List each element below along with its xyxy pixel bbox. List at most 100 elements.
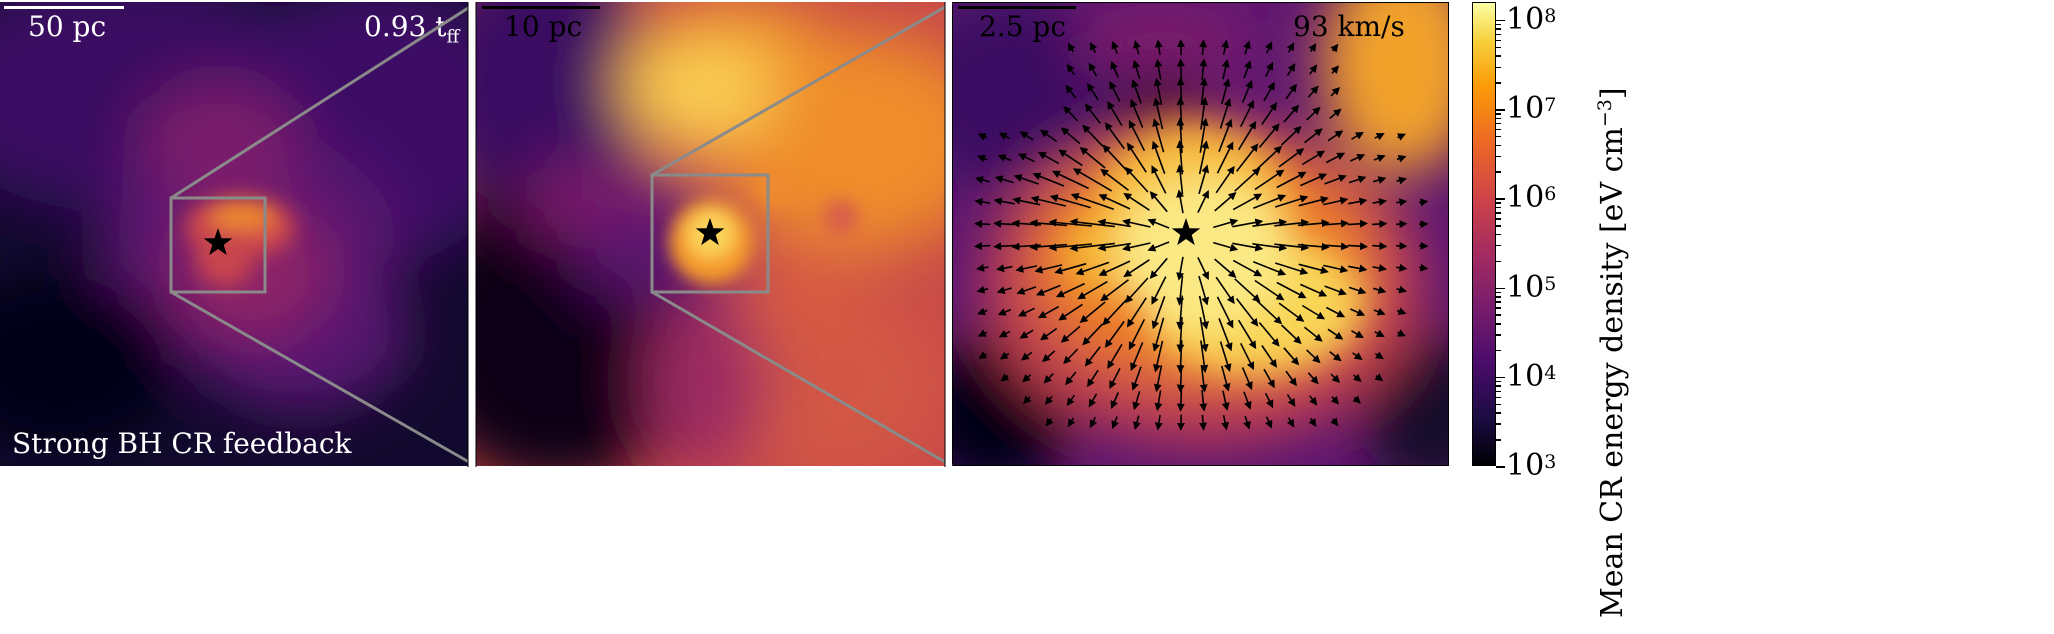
colorbar-tick-label: 108 <box>1506 1 1557 37</box>
colorbar-minor-tick <box>1496 155 1501 158</box>
velocity-arrow <box>1058 149 1083 167</box>
velocity-arrow <box>1330 65 1340 75</box>
velocity-arrow <box>974 219 991 228</box>
velocity-arrow <box>1176 389 1185 412</box>
velocity-arrow <box>1373 154 1386 163</box>
velocity-arrow <box>1263 81 1275 102</box>
velocity-arrow <box>1323 264 1349 274</box>
velocity-arrow <box>1152 118 1165 153</box>
velocity-arrow <box>1241 79 1253 103</box>
velocity-arrow <box>1107 343 1123 369</box>
velocity-arrow <box>1199 364 1208 393</box>
velocity-arrow <box>1330 417 1339 427</box>
colorbar-minor-tick <box>1496 206 1501 209</box>
velocity-arrow <box>1264 61 1274 78</box>
velocity-arrow <box>1122 242 1151 252</box>
velocity-arrow <box>1017 153 1035 163</box>
colorbar <box>1472 2 1496 466</box>
velocity-arrow <box>1234 278 1261 303</box>
velocity-arrow <box>1258 321 1280 347</box>
velocity-field <box>974 39 1429 431</box>
velocity-arrow <box>1214 192 1237 212</box>
velocity-arrow <box>1013 174 1039 185</box>
velocity-arrow <box>1067 42 1076 53</box>
velocity-arrow <box>1297 242 1330 251</box>
velocity-arrow <box>1221 365 1231 392</box>
velocity-arrow <box>1301 304 1326 320</box>
velocity-arrow <box>1243 391 1252 410</box>
velocity-arrow <box>1058 303 1083 321</box>
velocity-arrow <box>1286 394 1296 407</box>
star-marker-icon <box>695 218 725 246</box>
scale-label-1: 50 pc <box>28 10 107 43</box>
velocity-arrow <box>1235 298 1259 327</box>
velocity-arrow <box>1298 263 1329 274</box>
velocity-arrow <box>1016 286 1037 295</box>
velocity-arrow <box>1419 263 1429 272</box>
velocity-arrow <box>1087 82 1099 101</box>
velocity-arrow <box>1347 219 1368 228</box>
velocity-arrow <box>1216 296 1234 329</box>
velocity-arrow <box>1039 129 1058 143</box>
velocity-arrow <box>1132 59 1141 79</box>
velocity-arrow <box>1218 318 1233 352</box>
velocity-arrow <box>1044 395 1054 406</box>
velocity-arrow <box>996 286 1012 295</box>
colorbar-minor-tick <box>1496 202 1501 204</box>
velocity-arrow <box>1176 364 1185 393</box>
velocity-arrow <box>1176 256 1185 281</box>
colorbar-minor-tick <box>1496 396 1501 399</box>
velocity-arrow <box>1154 58 1163 80</box>
velocity-arrow <box>1348 175 1367 184</box>
colorbar-minor-tick <box>1496 380 1501 383</box>
velocity-arrow <box>1199 39 1208 56</box>
velocity-arrow <box>1252 218 1288 227</box>
colorbar-minor-tick <box>1496 423 1501 425</box>
velocity-arrow <box>997 308 1012 316</box>
colorbar-minor-tick <box>1496 33 1501 36</box>
velocity-arrow <box>1214 258 1237 278</box>
velocity-arrow <box>1199 389 1208 412</box>
velocity-arrow <box>1087 369 1099 388</box>
velocity-arrow <box>1213 241 1239 252</box>
velocity-arrow <box>1066 63 1076 76</box>
velocity-arrow <box>977 307 988 316</box>
velocity-arrow <box>1397 133 1406 141</box>
velocity-arrow <box>1104 122 1125 150</box>
velocity-arrow <box>974 176 990 184</box>
panel-large-scale: 50 pc 0.93 tff Strong BH CR feedback <box>0 2 468 466</box>
velocity-arrow <box>1032 172 1065 187</box>
velocity-arrow <box>1054 262 1087 275</box>
velocity-arrow <box>1309 64 1318 75</box>
velocity-arrow <box>1278 148 1305 168</box>
velocity-arrow <box>1325 306 1346 318</box>
velocity-arrow <box>1128 318 1146 351</box>
velocity-arrow <box>994 175 1014 184</box>
velocity-arrow <box>1221 59 1230 80</box>
velocity-arrow <box>1396 307 1407 316</box>
velocity-arrow <box>1304 326 1323 342</box>
velocity-arrow <box>1131 366 1142 391</box>
velocity-arrow <box>978 351 988 359</box>
velocity-arrow <box>1258 123 1280 149</box>
colorbar-minor-tick <box>1496 233 1501 236</box>
velocity-arrow <box>1147 241 1170 252</box>
velocity-arrow <box>1079 146 1106 169</box>
velocity-arrow <box>1198 140 1209 175</box>
velocity-arrow <box>1274 243 1310 252</box>
velocity-arrow <box>1123 259 1150 278</box>
velocity-arrow <box>1324 174 1347 185</box>
velocity-arrow <box>1351 330 1364 339</box>
velocity-arrow <box>1036 284 1061 296</box>
velocity-arrow <box>1352 352 1363 361</box>
velocity-arrow <box>1130 342 1144 372</box>
velocity-arrow <box>1022 374 1032 383</box>
velocity-arrow <box>1039 327 1058 341</box>
velocity-arrow <box>1151 165 1167 194</box>
velocity-arrow <box>1102 299 1128 326</box>
velocity-arrow <box>1374 373 1384 382</box>
velocity-arrow <box>1125 277 1149 304</box>
velocity-arrow <box>1069 242 1115 252</box>
colorbar-minor-tick <box>1496 296 1501 298</box>
velocity-arrow <box>1133 415 1141 430</box>
